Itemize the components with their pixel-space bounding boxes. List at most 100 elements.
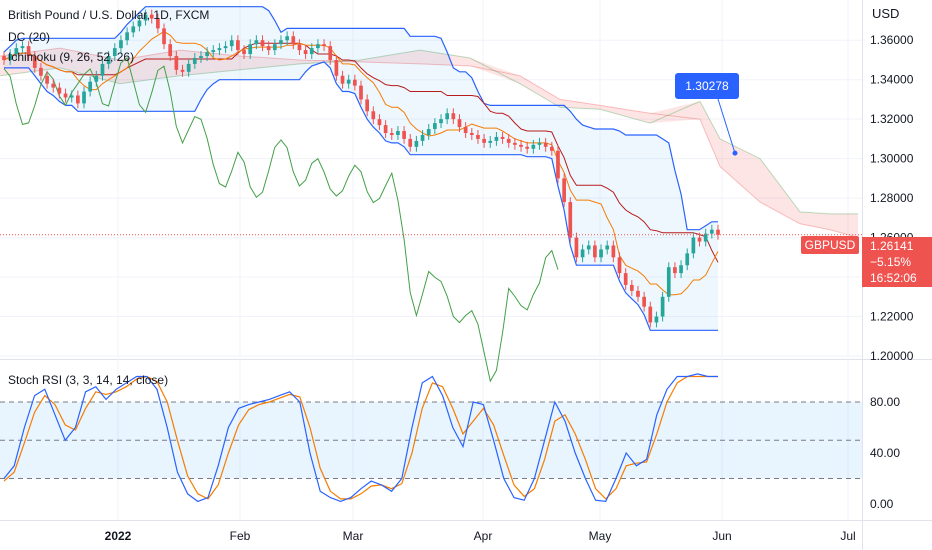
price-annotation[interactable]: 1.30278 [675, 73, 739, 99]
candle-body [242, 50, 246, 55]
candle-body [537, 142, 542, 145]
candle-body [463, 127, 468, 133]
candle-body [414, 140, 419, 147]
candle-body [506, 138, 511, 143]
candle-body [642, 296, 646, 307]
candle-body [709, 229, 714, 234]
candle-body [316, 44, 320, 49]
candle-body [211, 50, 216, 53]
candle-body [377, 119, 382, 126]
annotation-point [732, 150, 738, 156]
candle-body [488, 140, 493, 143]
candle-body [39, 67, 43, 76]
candle-body [531, 144, 536, 149]
time-tick-label: Feb [230, 529, 251, 543]
candle-body [223, 46, 228, 49]
candle-body [445, 113, 450, 120]
candle-body [685, 253, 690, 266]
price-tick-label: 1.32000 [870, 112, 914, 126]
candle-body [716, 229, 720, 235]
candle-body [389, 132, 394, 135]
candle-body [648, 306, 653, 323]
candle-body [254, 40, 259, 45]
price-tick-label: 1.20000 [870, 349, 914, 363]
candle-body [88, 81, 93, 92]
candle-body [285, 36, 289, 41]
donchian-fill [4, 6, 718, 331]
stoch-band-fill [0, 402, 862, 479]
candle-body [236, 40, 240, 51]
time-tick-label: Apr [474, 529, 493, 543]
candle-body [556, 150, 560, 179]
stoch-tick-label: 0.00 [870, 497, 894, 511]
candle-body [57, 87, 62, 94]
candle-body [599, 249, 603, 258]
candle-body [63, 93, 68, 98]
candle-body [82, 91, 86, 104]
last-price: 1.26141 [862, 237, 932, 255]
candle-body [8, 54, 13, 60]
price-tick-label: 1.34000 [870, 73, 914, 87]
time-tick-label: Mar [343, 529, 364, 543]
time-tick-label: 2022 [105, 529, 132, 543]
candle-body [359, 85, 363, 100]
candle-body [673, 267, 677, 274]
candle-body [586, 245, 591, 250]
ichimoku-indicator-label[interactable]: Ichimoku (9, 26, 52, 26) [8, 50, 135, 64]
symbol-tag: GBPUSD [801, 236, 859, 254]
candle-body [617, 257, 622, 274]
candle-body [279, 40, 283, 45]
candle-body [291, 36, 296, 45]
ichimoku-cloud [0, 48, 858, 238]
candle-body [156, 18, 160, 29]
candle-body [272, 44, 277, 51]
time-tick-label: Jul [840, 529, 855, 543]
candle-body [149, 14, 154, 19]
candle-body [482, 138, 486, 143]
candle-body [199, 56, 203, 58]
candle-body [623, 273, 628, 285]
candle-body [519, 144, 523, 147]
candle-body [549, 146, 554, 151]
candle-body [457, 119, 462, 128]
candle-body [174, 56, 179, 70]
candle-body [205, 52, 209, 57]
candle-body [346, 79, 351, 84]
candle-body [260, 40, 265, 47]
candle-body [328, 46, 333, 60]
candle-body [525, 146, 530, 149]
candle-body [32, 56, 37, 68]
price-tick-label: 1.22000 [870, 310, 914, 324]
stoch-rsi-k-line [3, 373, 718, 503]
candle-body [654, 316, 659, 323]
donchian-lower [4, 61, 718, 331]
candle-body [660, 296, 665, 317]
candle-body [679, 265, 683, 274]
currency-label: USD [872, 6, 900, 21]
dc-indicator-label[interactable]: DC (20) [8, 30, 51, 44]
candle-body [94, 75, 99, 82]
price-change: −5.15% [862, 253, 932, 271]
candle-body [469, 132, 474, 135]
chart-title: British Pound / U.S. Dollar, 1D, FXCM [8, 8, 210, 22]
bar-countdown: 16:52:06 [862, 269, 932, 287]
candle-body [451, 113, 456, 120]
stoch-tick-label: 80.00 [870, 395, 900, 409]
candle-body [340, 75, 345, 84]
candle-body [137, 20, 142, 27]
senkou-span-a [0, 47, 859, 239]
candle-body [229, 40, 234, 47]
stoch-tick-label: 40.00 [870, 446, 900, 460]
candle-body [2, 56, 6, 60]
candle-body [20, 46, 25, 49]
candle-body [433, 123, 437, 130]
candle-body [26, 46, 31, 57]
candle-body [666, 267, 671, 297]
candle-body [580, 249, 585, 258]
candle-body [402, 131, 406, 139]
stoch-rsi-indicator-label[interactable]: Stoch RSI (3, 3, 14, 14, close) [8, 373, 169, 387]
candle-body [69, 95, 74, 98]
candle-body [439, 119, 443, 124]
candle-body [562, 178, 566, 203]
